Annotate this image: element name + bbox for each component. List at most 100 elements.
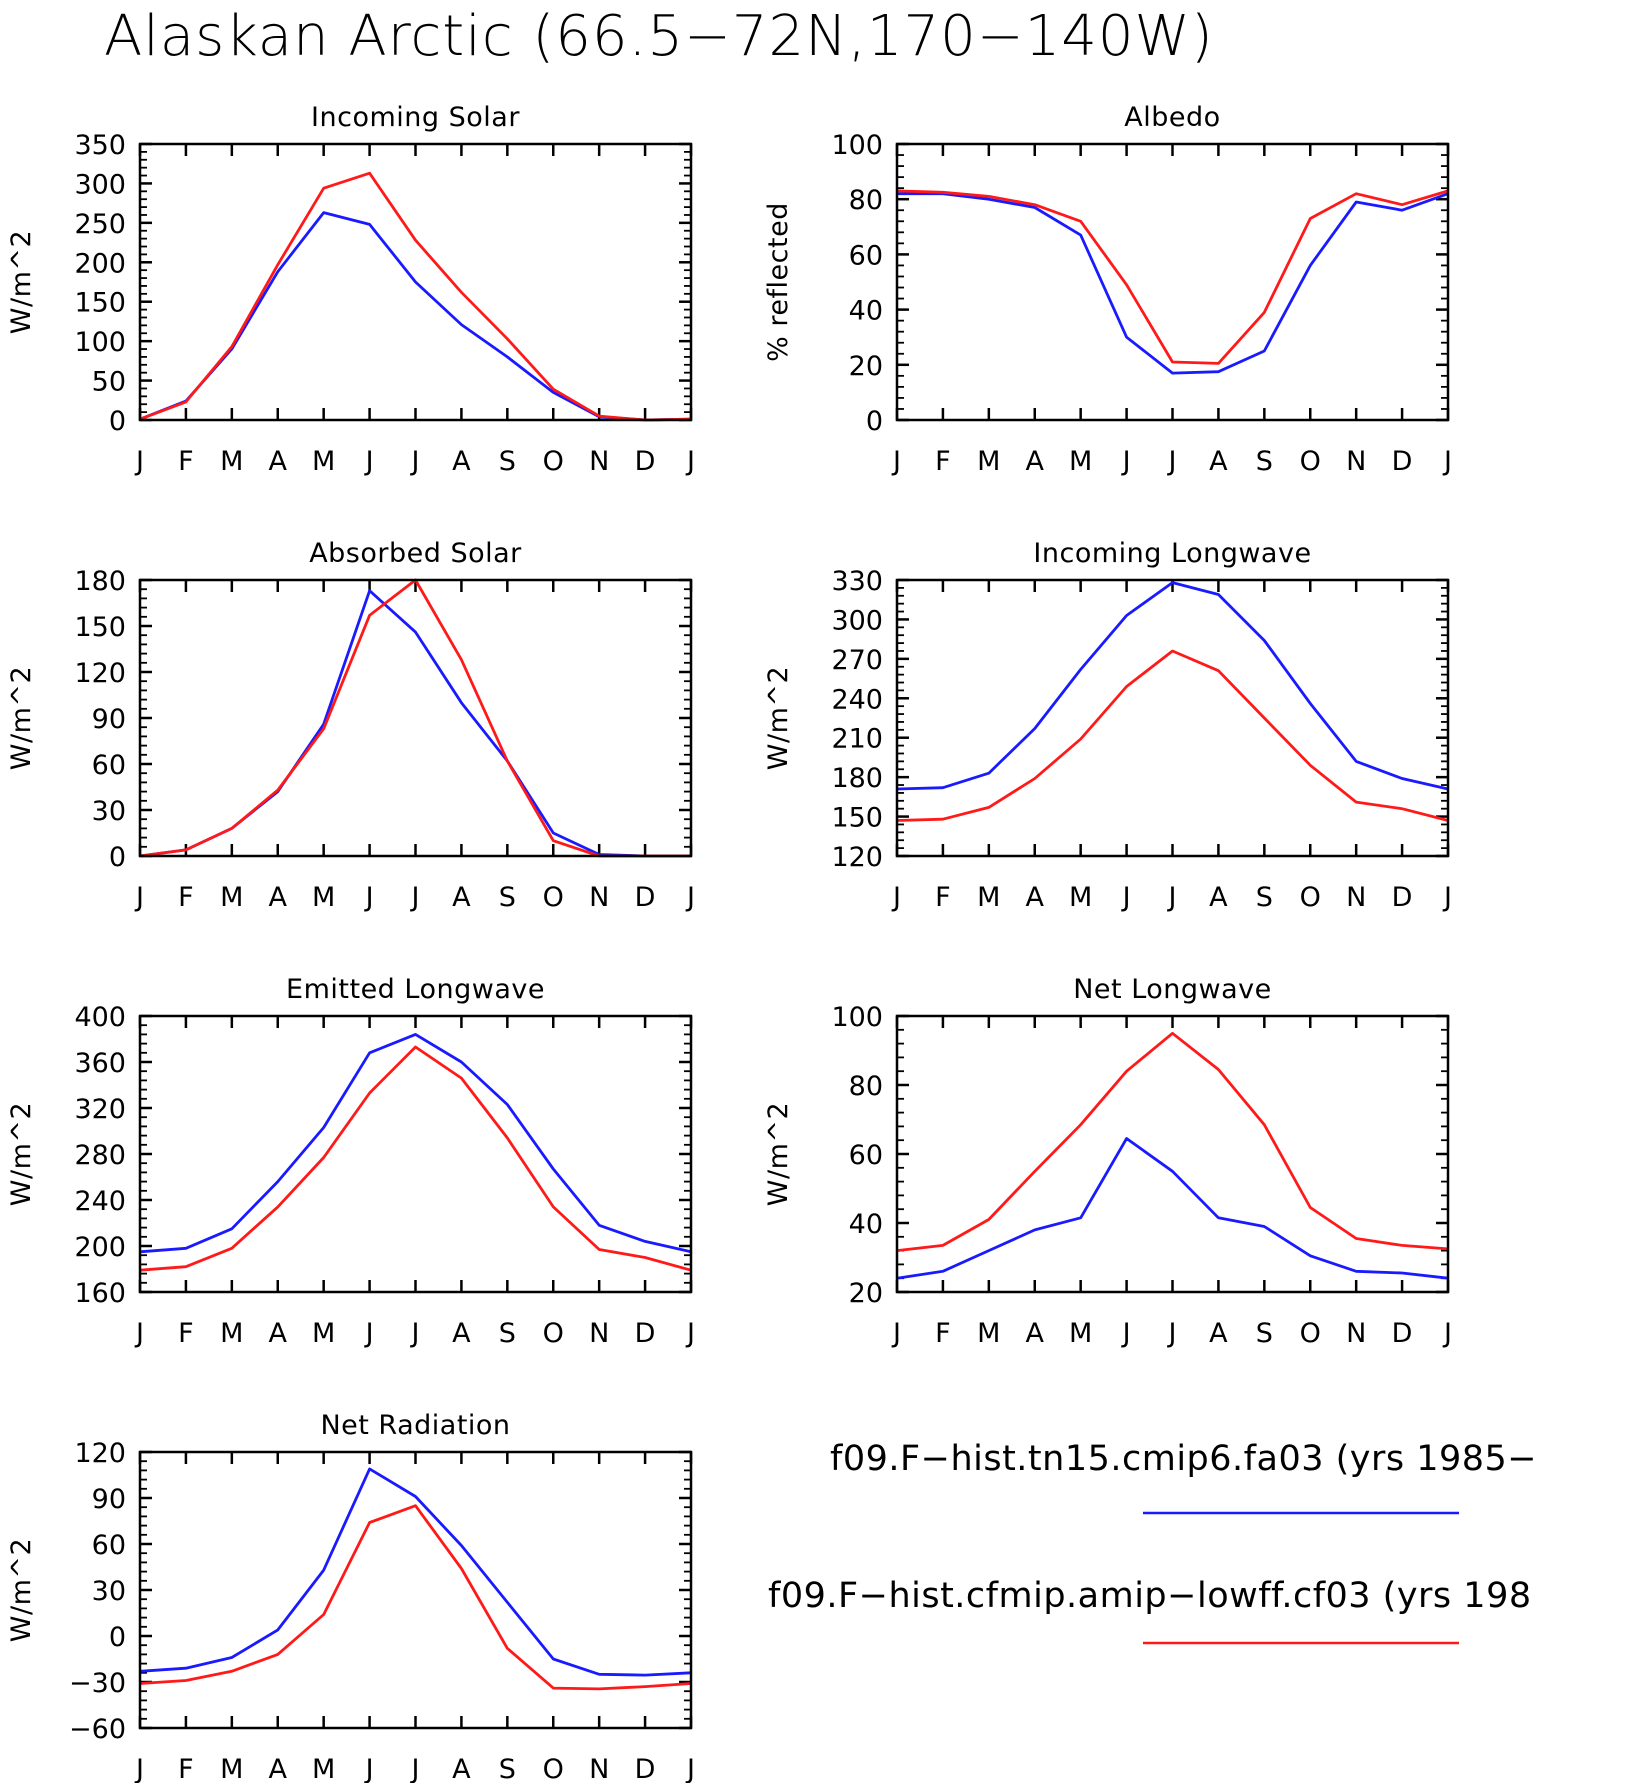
x-tick-label: F — [935, 446, 951, 477]
x-tick-label: D — [1392, 446, 1413, 477]
x-tick-label: J — [410, 1318, 420, 1349]
x-tick-label: J — [364, 882, 374, 913]
series-line-1 — [897, 192, 1449, 375]
x-tick-label: A — [452, 882, 471, 913]
x-tick-label: M — [220, 1754, 243, 1783]
axis-ticks — [895, 142, 1450, 422]
plot-frame — [895, 1014, 1450, 1294]
y-axis-label: W/m^2 — [6, 1538, 37, 1642]
x-tick-label: A — [1026, 1318, 1045, 1349]
x-tick-label: J — [1442, 446, 1452, 477]
x-tick-label: N — [1346, 882, 1366, 913]
x-tick-label: J — [891, 1318, 901, 1349]
y-tick-label: 120 — [831, 842, 883, 873]
x-tick-label: O — [1300, 882, 1321, 913]
x-tick-label: N — [589, 1754, 609, 1783]
y-tick-label: 210 — [831, 724, 883, 755]
axis-ticks — [895, 578, 1450, 858]
chart-title: Absorbed Solar — [309, 538, 522, 569]
y-tick-label: 40 — [849, 1209, 883, 1240]
x-tick-label: J — [1121, 882, 1131, 913]
x-tick-label: J — [685, 446, 695, 477]
y-tick-label: 60 — [849, 240, 883, 271]
y-tick-label: 100 — [831, 1002, 883, 1033]
y-tick-label: 320 — [74, 1094, 126, 1125]
x-tick-label: F — [178, 1318, 194, 1349]
y-axis-label: W/m^2 — [763, 1102, 794, 1206]
x-tick-label: F — [935, 882, 951, 913]
x-tick-label: J — [1121, 446, 1131, 477]
x-tick-label: M — [977, 1318, 1000, 1349]
y-tick-label: 150 — [74, 612, 126, 643]
series-line-2 — [139, 171, 692, 422]
plot-frame — [138, 142, 693, 422]
legend-label-run2: f09.F−hist.cfmip.amip−lowff.cf03 (yrs 19… — [768, 1576, 1532, 1616]
y-tick-label: 60 — [92, 750, 126, 781]
x-tick-label: O — [1300, 446, 1321, 477]
series-line-1 — [139, 211, 692, 422]
legend-label-run1: f09.F−hist.tn15.cmip6.fa03 (yrs 1985− — [830, 1439, 1537, 1479]
x-tick-label: M — [312, 446, 335, 477]
x-tick-label: A — [1026, 446, 1045, 477]
x-tick-label: M — [1069, 1318, 1092, 1349]
y-tick-label: 360 — [74, 1048, 126, 1079]
y-tick-label: 0 — [866, 406, 883, 437]
x-tick-label: J — [134, 1754, 144, 1783]
series-line-2 — [896, 189, 1449, 365]
y-tick-label: 160 — [74, 1278, 126, 1309]
y-tick-label: 200 — [74, 248, 126, 279]
x-tick-label: F — [178, 446, 194, 477]
x-tick-label: M — [1069, 446, 1092, 477]
x-tick-label: D — [635, 882, 656, 913]
x-tick-label: A — [269, 1318, 288, 1349]
x-tick-label: A — [1026, 882, 1045, 913]
y-tick-label: 180 — [831, 763, 883, 794]
x-tick-label: A — [1209, 446, 1228, 477]
x-tick-label: M — [977, 446, 1000, 477]
y-tick-label: 280 — [74, 1140, 126, 1171]
y-axis-label: W/m^2 — [6, 1102, 37, 1206]
x-tick-label: J — [685, 1754, 695, 1783]
y-tick-label: 80 — [849, 185, 883, 216]
series-line-2 — [896, 1031, 1449, 1252]
axis-ticks — [138, 578, 693, 858]
x-tick-label: N — [589, 446, 609, 477]
x-tick-label: D — [635, 1318, 656, 1349]
x-tick-label: D — [635, 1754, 656, 1783]
x-tick-label: N — [1346, 446, 1366, 477]
plot-frame — [138, 1450, 693, 1730]
x-tick-label: S — [1256, 882, 1273, 913]
series-line-1 — [139, 589, 691, 858]
x-tick-label: J — [891, 446, 901, 477]
y-tick-label: 100 — [831, 130, 883, 161]
y-tick-label: 20 — [849, 351, 883, 382]
plot-frame — [895, 142, 1450, 422]
y-tick-label: 0 — [109, 842, 126, 873]
y-tick-label: 120 — [74, 658, 126, 689]
x-tick-label: S — [499, 882, 516, 913]
y-tick-label: 120 — [74, 1438, 126, 1469]
x-tick-label: S — [499, 1754, 516, 1783]
x-tick-label: F — [935, 1318, 951, 1349]
y-tick-label: 270 — [831, 645, 883, 676]
x-tick-label: S — [1256, 1318, 1273, 1349]
x-tick-label: J — [891, 882, 901, 913]
y-tick-label: 90 — [92, 1484, 126, 1515]
x-tick-label: A — [452, 1754, 471, 1783]
y-tick-label: 150 — [831, 803, 883, 834]
plot-frame — [138, 578, 693, 858]
chart-title: Incoming Longwave — [1033, 538, 1311, 569]
y-tick-label: −30 — [69, 1668, 126, 1699]
y-axis-label: W/m^2 — [6, 666, 37, 770]
x-tick-label: M — [220, 446, 243, 477]
y-tick-label: 330 — [831, 566, 883, 597]
plot-frame — [895, 578, 1450, 858]
y-tick-label: 180 — [74, 566, 126, 597]
x-tick-label: J — [685, 1318, 695, 1349]
y-axis-label: % reflected — [763, 202, 794, 362]
